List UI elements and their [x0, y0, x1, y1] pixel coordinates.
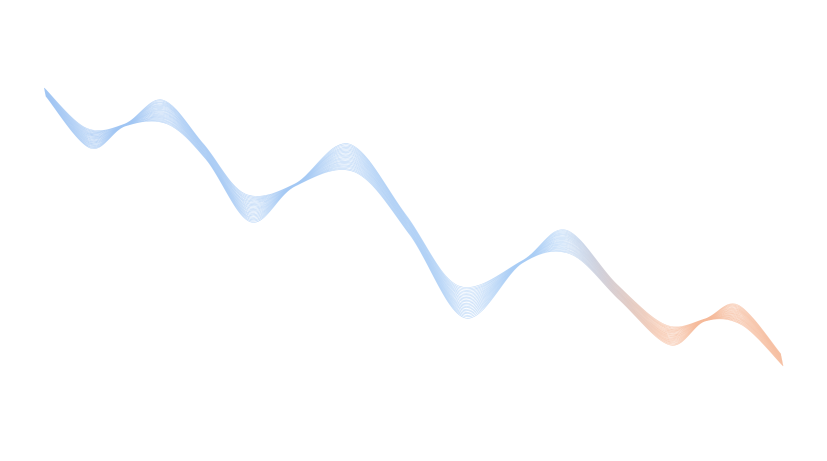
wave-line — [44, 88, 782, 355]
wave-line — [44, 91, 783, 360]
wave-line — [45, 93, 783, 363]
wave-line — [45, 95, 784, 367]
wave-line — [45, 94, 784, 365]
wave-line — [44, 92, 783, 362]
wave-line — [45, 94, 783, 364]
wave-line — [44, 89, 782, 357]
wave-line — [44, 91, 783, 361]
wave-line — [45, 95, 784, 366]
wave-line — [44, 90, 782, 359]
wave-line — [44, 92, 783, 362]
wave-line — [44, 91, 783, 360]
wave-lines — [43, 87, 784, 367]
wave-line — [44, 88, 782, 356]
wave-line — [45, 93, 783, 364]
wave-line — [44, 90, 782, 358]
wave-line — [44, 89, 782, 358]
wave-line — [45, 93, 783, 363]
wave-line — [44, 88, 782, 356]
wave-line — [44, 90, 782, 359]
wave-line — [43, 87, 782, 355]
wave-line — [45, 95, 784, 366]
